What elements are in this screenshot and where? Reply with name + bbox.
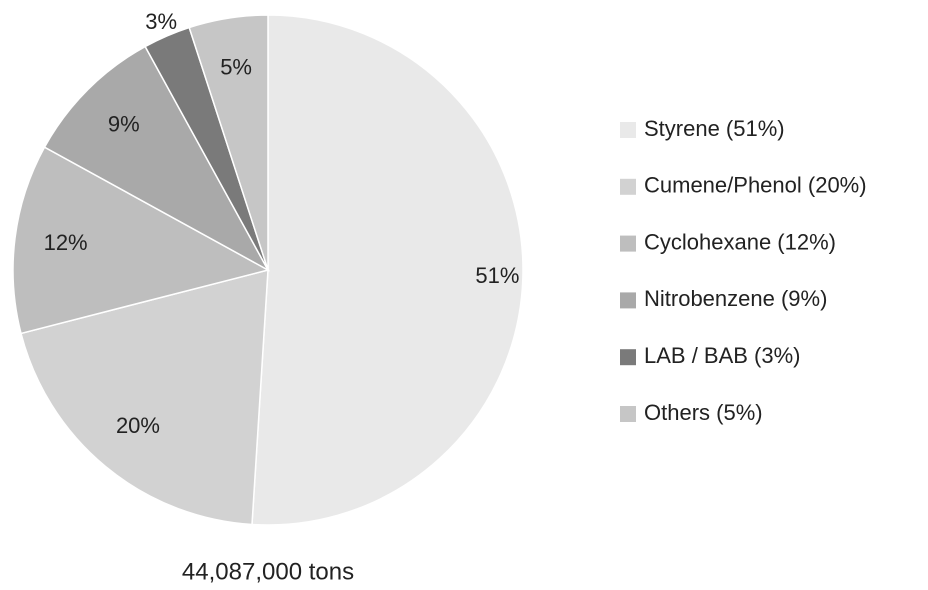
legend-label: Nitrobenzene (9%): [644, 286, 827, 311]
legend-swatch: [620, 349, 636, 366]
legend-label: Cumene/Phenol (20%): [644, 173, 867, 198]
legend-swatch: [620, 122, 636, 138]
data-label: 12%: [44, 230, 88, 255]
legend-swatch: [620, 178, 636, 195]
pie-slice: [20, 269, 269, 526]
legend-swatch: [620, 235, 636, 252]
data-label: 5%: [220, 54, 252, 79]
data-label: 3%: [145, 9, 177, 34]
data-label: 20%: [116, 413, 160, 438]
legend-swatch: [620, 406, 636, 422]
legend-label: Styrene (51%): [644, 116, 785, 141]
legend-label: Others (5%): [644, 400, 763, 425]
legend-swatch: [620, 292, 636, 309]
legend-label: LAB / BAB (3%): [644, 343, 801, 368]
legend-label: Cyclohexane (12%): [644, 229, 836, 254]
pie-slice: [43, 45, 270, 272]
data-label: 9%: [108, 112, 140, 137]
pie-slice: [251, 14, 524, 526]
pie-slice: [188, 14, 269, 271]
data-label: 51%: [475, 263, 519, 288]
pie-slice: [12, 146, 271, 335]
caption: 44,087,000 tons: [182, 558, 354, 585]
